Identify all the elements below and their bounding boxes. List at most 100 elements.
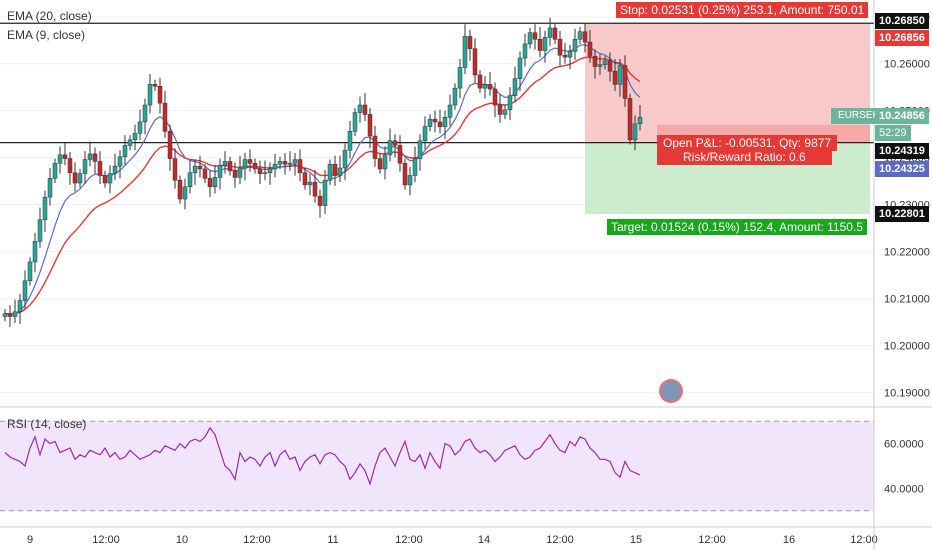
candle-up (602, 60, 608, 65)
candle-down (552, 27, 558, 40)
candle-up (522, 43, 528, 59)
legend-ema9: EMA (9, close) (7, 28, 86, 42)
candle-up (32, 241, 38, 263)
candle-up (52, 163, 58, 179)
candle-down (397, 145, 403, 164)
candle-up (542, 37, 548, 51)
candle-down (332, 163, 338, 176)
stop-label: Stop: 0.02531 (0.25%) 253.1, Amount: 750… (616, 2, 869, 18)
rsi-band (0, 421, 874, 511)
legend-ema20: EMA (20, close) (7, 9, 92, 23)
candle-up (307, 181, 313, 186)
candle-down (582, 31, 588, 43)
candle-down (252, 163, 258, 170)
candle-down (202, 168, 208, 179)
candle-up (342, 149, 348, 169)
candle-up (222, 161, 228, 166)
price-axis: 10.2700010.2600010.2500010.2400010.23000… (873, 0, 930, 550)
candle-up (77, 173, 83, 184)
candle-up (482, 84, 488, 89)
candle-up (12, 311, 18, 317)
price-tick-label: 10.22000 (884, 247, 930, 259)
candle-up (512, 78, 518, 96)
candle-down (302, 172, 308, 186)
candle-down (257, 168, 263, 174)
rsi-pane: 60.0000 40.0000 (0, 406, 932, 512)
candle-up (327, 163, 333, 181)
candle-up (27, 261, 33, 282)
candle-down (487, 84, 493, 90)
risk-reward-label: Risk/Reward Ratio: 0.6 (657, 149, 832, 165)
candle-up (292, 159, 298, 164)
candle-down (162, 102, 168, 132)
candle-up (447, 104, 453, 118)
candle-down (157, 85, 163, 104)
candle-down (537, 39, 543, 51)
candle-up (187, 172, 193, 188)
candle-down (92, 153, 98, 162)
candle-up (597, 64, 603, 67)
candle-down (297, 159, 303, 173)
candle-up (107, 173, 113, 184)
candle-up (422, 126, 428, 141)
candle-up (267, 168, 273, 173)
replay-marker-icon (659, 379, 683, 403)
candle-down (587, 41, 593, 57)
candle-up (507, 95, 513, 110)
candle-up (347, 131, 353, 151)
candle-down (362, 104, 368, 115)
candle-up (417, 140, 423, 159)
candle-down (97, 161, 103, 176)
symbol-tag: EURSEK (831, 108, 887, 124)
time-axis: 9 12:00 10 12:00 11 12:00 14 12:00 15 12:00 16 12:0… (0, 379, 932, 546)
candle-down (402, 163, 408, 186)
candle-down (372, 135, 378, 159)
candle-up (442, 117, 448, 127)
candle-up (22, 280, 28, 301)
candle-up (42, 196, 48, 220)
candle-up (502, 109, 508, 115)
price-tick-label: 10.20000 (884, 341, 930, 353)
candle-down (317, 195, 323, 206)
candle-up (577, 31, 583, 40)
candle-up (617, 65, 623, 85)
price-tag-ema20: 10.24325 (875, 161, 929, 177)
candle-up (112, 165, 118, 174)
candle-up (457, 67, 463, 89)
time-tick-label: 12:00 (243, 534, 271, 546)
candle-up (212, 177, 218, 188)
price-tag-target: 10.22801 (875, 206, 929, 222)
candle-down (247, 159, 253, 164)
time-tick-label: 12:00 (850, 534, 878, 546)
candle-up (272, 163, 278, 170)
candle-up (137, 121, 143, 134)
candle-up (337, 167, 343, 176)
time-tick-label: 16 (783, 534, 795, 546)
price-tick-label: 10.19000 (884, 388, 930, 400)
candle-down (607, 60, 613, 72)
candle-down (627, 98, 633, 141)
candle-up (82, 159, 88, 174)
candle-down (392, 140, 398, 146)
candle-up (407, 175, 413, 186)
candle-up (427, 118, 433, 127)
candle-down (557, 39, 563, 56)
candles (2, 17, 643, 327)
candle-down (532, 32, 538, 40)
candle-down (7, 313, 13, 317)
price-tick-label: 10.21000 (884, 294, 930, 306)
price-tag-entry: 10.24319 (875, 143, 929, 159)
candle-up (567, 51, 573, 58)
candle-up (17, 300, 23, 313)
candle-up (217, 164, 223, 178)
candle-down (232, 170, 238, 178)
candle-up (142, 104, 148, 123)
candle-down (72, 172, 78, 184)
candle-down (437, 121, 443, 127)
candle-up (192, 165, 198, 173)
candle-up (572, 39, 578, 52)
time-tick-label: 12:00 (395, 534, 423, 546)
candle-up (57, 154, 63, 164)
candle-down (492, 88, 498, 106)
